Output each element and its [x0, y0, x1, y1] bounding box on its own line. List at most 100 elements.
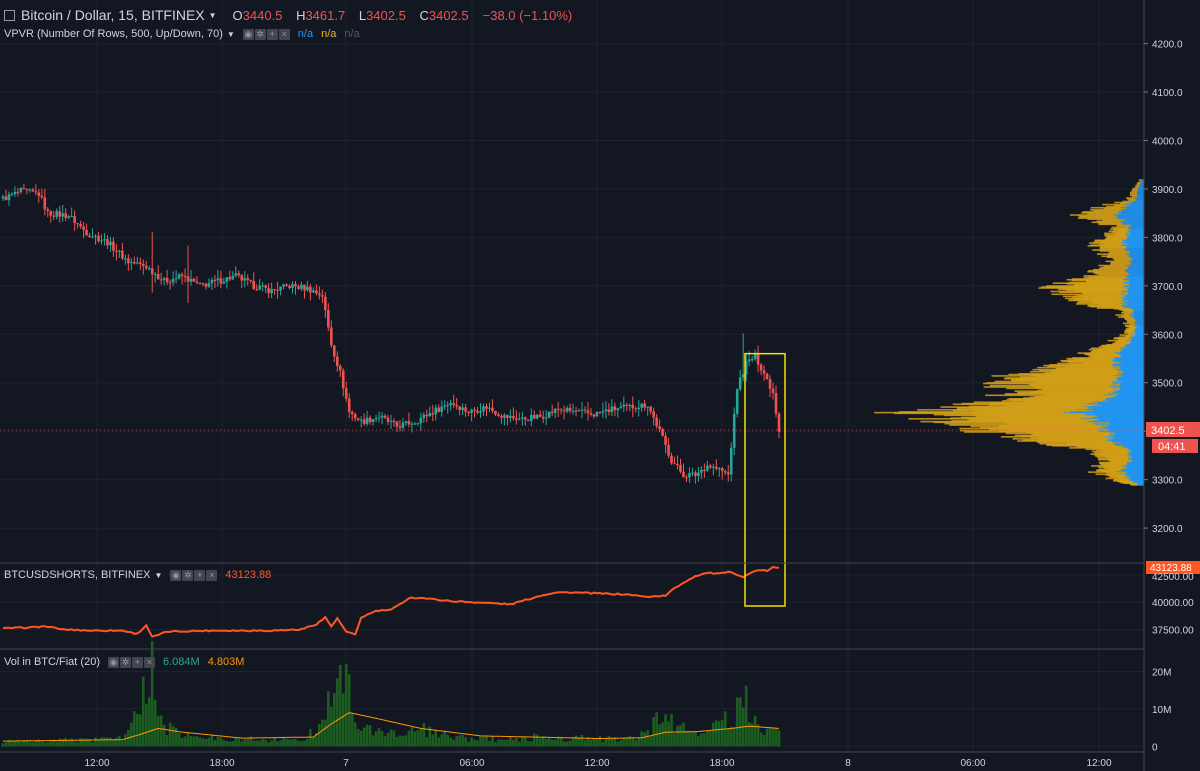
candle-body [13, 191, 17, 195]
close-icon[interactable]: × [206, 569, 218, 581]
volume-bar [425, 736, 429, 747]
volume-bar [744, 685, 748, 747]
volume-bar [571, 737, 575, 747]
chevron-down-icon[interactable]: ▼ [226, 29, 235, 39]
volume-bar [174, 727, 178, 747]
candle-body [395, 421, 399, 427]
eye-icon[interactable]: ◉ [170, 569, 182, 581]
candle-body [616, 408, 620, 411]
volume-bar [228, 741, 232, 747]
candle-body [16, 191, 20, 193]
volume-bar [240, 741, 244, 747]
close-icon[interactable]: × [278, 28, 290, 40]
price-tick-label: 4200.0 [1152, 40, 1183, 51]
vpvr-up-row [1121, 213, 1144, 215]
candle-body [365, 417, 369, 424]
volume-bar [130, 722, 133, 747]
candle-body [697, 472, 700, 476]
candle-body [685, 477, 688, 479]
candle-body [595, 411, 599, 417]
volume-bar [353, 722, 357, 747]
eye-icon[interactable]: ◉ [107, 656, 119, 668]
candle-body [249, 279, 253, 281]
volume-bar [628, 736, 632, 747]
vpvr-down-row [1089, 209, 1121, 211]
volume-bar [634, 740, 638, 747]
vpvr-down-row [1115, 314, 1130, 316]
candle-body [574, 410, 578, 412]
vol-value-2: 4.803M [207, 656, 245, 668]
volume-tick-label: 0 [1152, 742, 1158, 753]
volume-bar [458, 735, 461, 747]
time-tick-label: 12:00 [584, 758, 609, 769]
vpvr-up-row [1130, 261, 1144, 264]
collapse-icon[interactable] [4, 9, 15, 21]
candle-body [1, 196, 5, 199]
time-tick-label: 06:00 [960, 758, 985, 769]
volume-bar [231, 741, 235, 747]
vpvr-profile [874, 179, 1144, 486]
gear-icon[interactable]: ✲ [119, 656, 131, 668]
volume-bar [222, 740, 226, 747]
volume-bar [464, 737, 467, 747]
vpvr-down-row [1113, 258, 1132, 261]
vpvr-up-row [1126, 207, 1144, 210]
volume-bar [726, 728, 730, 747]
vpvr-up-row [1137, 190, 1144, 192]
volume-bar [649, 735, 652, 747]
vol-label[interactable]: Vol in BTC/Fiat (20) [4, 656, 100, 668]
volume-bar [58, 738, 62, 747]
plus-icon[interactable]: + [194, 569, 206, 581]
eye-icon[interactable]: ◉ [242, 28, 254, 40]
chevron-down-icon[interactable]: ▼ [208, 10, 217, 20]
volume-bar [303, 740, 306, 747]
volume-bar [13, 740, 17, 747]
candle-body [428, 413, 432, 417]
gear-icon[interactable]: ✲ [182, 569, 194, 581]
volume-bar [765, 728, 769, 747]
vpvr-up-row [1129, 201, 1144, 204]
plus-icon[interactable]: + [131, 656, 143, 668]
volume-bar [488, 740, 491, 747]
vpvr-up-row [1120, 206, 1144, 209]
candle-body [715, 466, 718, 469]
vpvr-down-row [1110, 261, 1131, 264]
gear-icon[interactable]: ✲ [254, 28, 266, 40]
volume-bar [574, 735, 578, 747]
symbol-title[interactable]: Bitcoin / Dollar, 15, BITFINEX [21, 7, 205, 23]
shorts-label[interactable]: BTCUSDSHORTS, BITFINEX [4, 569, 151, 581]
candle-body [103, 239, 106, 241]
volume-bar [31, 742, 35, 747]
vpvr-down-row [1131, 188, 1138, 191]
candle-body [401, 422, 405, 428]
candle-body [610, 406, 614, 413]
volume-bar [10, 741, 14, 747]
volume-bar [19, 742, 23, 747]
candle-body [628, 404, 632, 406]
volume-bar [652, 717, 655, 747]
candle-body [512, 416, 515, 419]
candle-body [225, 277, 229, 282]
candle-body [201, 283, 205, 285]
vpvr-down-row [1079, 216, 1117, 218]
plus-icon[interactable]: + [266, 28, 278, 40]
candle-body [404, 421, 408, 423]
chevron-down-icon[interactable]: ▼ [154, 570, 163, 580]
vpvr-down-row [1120, 202, 1133, 205]
close-icon[interactable]: × [143, 656, 155, 668]
candle-body [771, 388, 775, 394]
candle-body [637, 407, 641, 410]
volume-bar [153, 699, 157, 747]
volume-bar [544, 738, 548, 747]
vpvr-label[interactable]: VPVR (Number Of Rows, 500, Up/Down, 70) [4, 28, 223, 40]
candle-body [750, 359, 754, 361]
vpvr-down-row [1093, 210, 1123, 212]
candle-body [273, 288, 276, 290]
volume-bar [697, 735, 700, 747]
volume-bar [538, 738, 542, 747]
vpvr-up-row [1130, 262, 1144, 265]
volume-bar [395, 736, 399, 747]
vpvr-down-row [1078, 215, 1117, 217]
volume-bar [7, 739, 11, 747]
